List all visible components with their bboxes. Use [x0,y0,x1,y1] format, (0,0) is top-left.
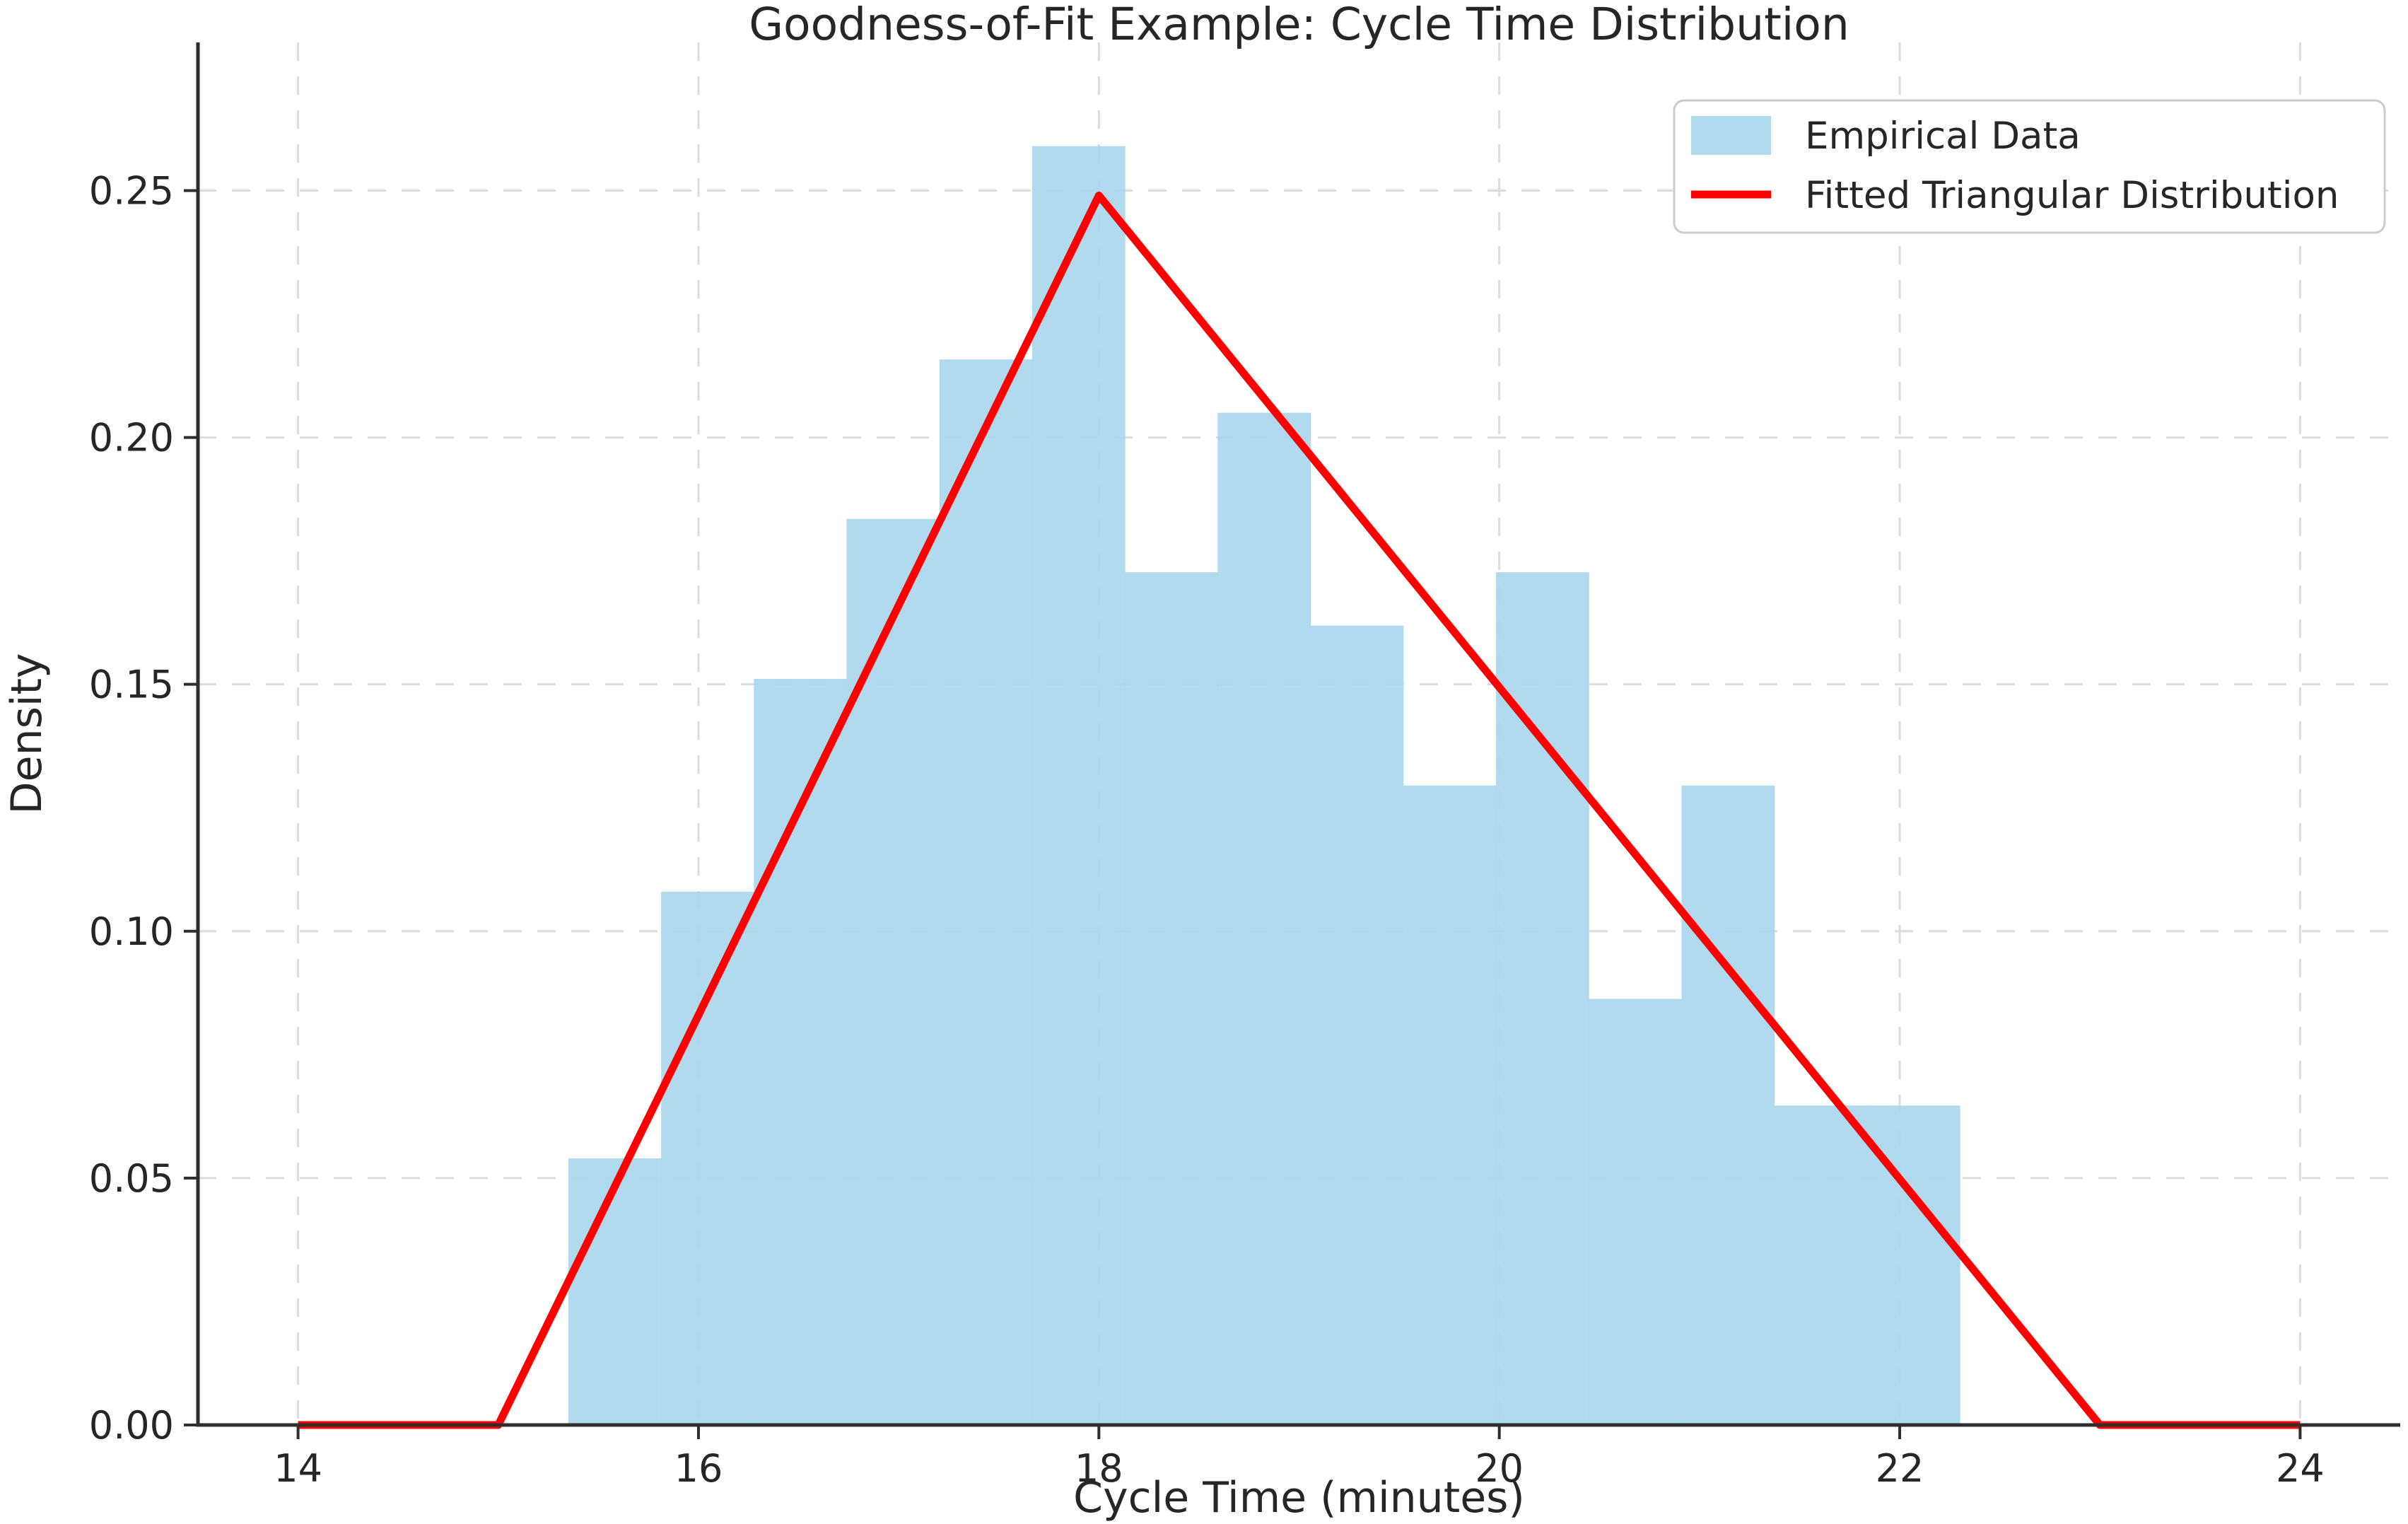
y-tick-label: 0.15 [89,663,174,707]
histogram-bar [1774,1105,1868,1425]
y-tick-label: 0.25 [89,168,174,213]
y-tick-label: 0.10 [89,909,174,954]
legend-label-empirical: Empirical Data [1805,115,2081,158]
histogram-bar [1125,572,1218,1426]
legend-box [1673,99,2386,234]
chart-title: Goodness-of-Fit Example: Cycle Time Dist… [749,0,1849,50]
histogram-bar [754,678,848,1425]
histogram-bar [1031,146,1126,1425]
histogram-bar [568,1158,662,1425]
histogram-bar [939,359,1033,1426]
histogram-series [568,146,1960,1426]
legend: Empirical Data Fitted Triangular Distribu… [1673,99,2386,234]
x-tick-label: 24 [2276,1446,2325,1491]
histogram-bar [661,891,754,1425]
axes-spines [196,42,2400,1427]
y-tick-label: 0.00 [89,1403,174,1448]
histogram-bar [1495,572,1589,1426]
y-tick-label: 0.20 [89,416,174,460]
ticks: 14 16 18 20 22 24 0.00 0.05 0.10 0.15 0.20 0.25 [89,168,2325,1491]
histogram-bar [1217,412,1311,1426]
histogram-bar [1310,625,1404,1425]
y-axis-label: Density [2,653,52,814]
x-tick-label: 18 [1075,1446,1123,1491]
x-tick-label: 20 [1475,1446,1524,1491]
histogram-bar [1403,785,1497,1425]
x-tick-label: 14 [274,1446,322,1491]
x-tick-label: 16 [674,1446,723,1491]
legend-swatch-empirical [1691,116,1771,155]
histogram-bar [1681,785,1775,1425]
legend-label-fitted: Fitted Triangular Distribution [1805,174,2339,217]
x-axis-label: Cycle Time (minutes) [1073,1473,1525,1523]
histogram-bar [846,518,940,1425]
histogram-bar [1589,999,1682,1425]
x-tick-label: 22 [1876,1446,1924,1491]
y-tick-label: 0.05 [89,1156,174,1201]
